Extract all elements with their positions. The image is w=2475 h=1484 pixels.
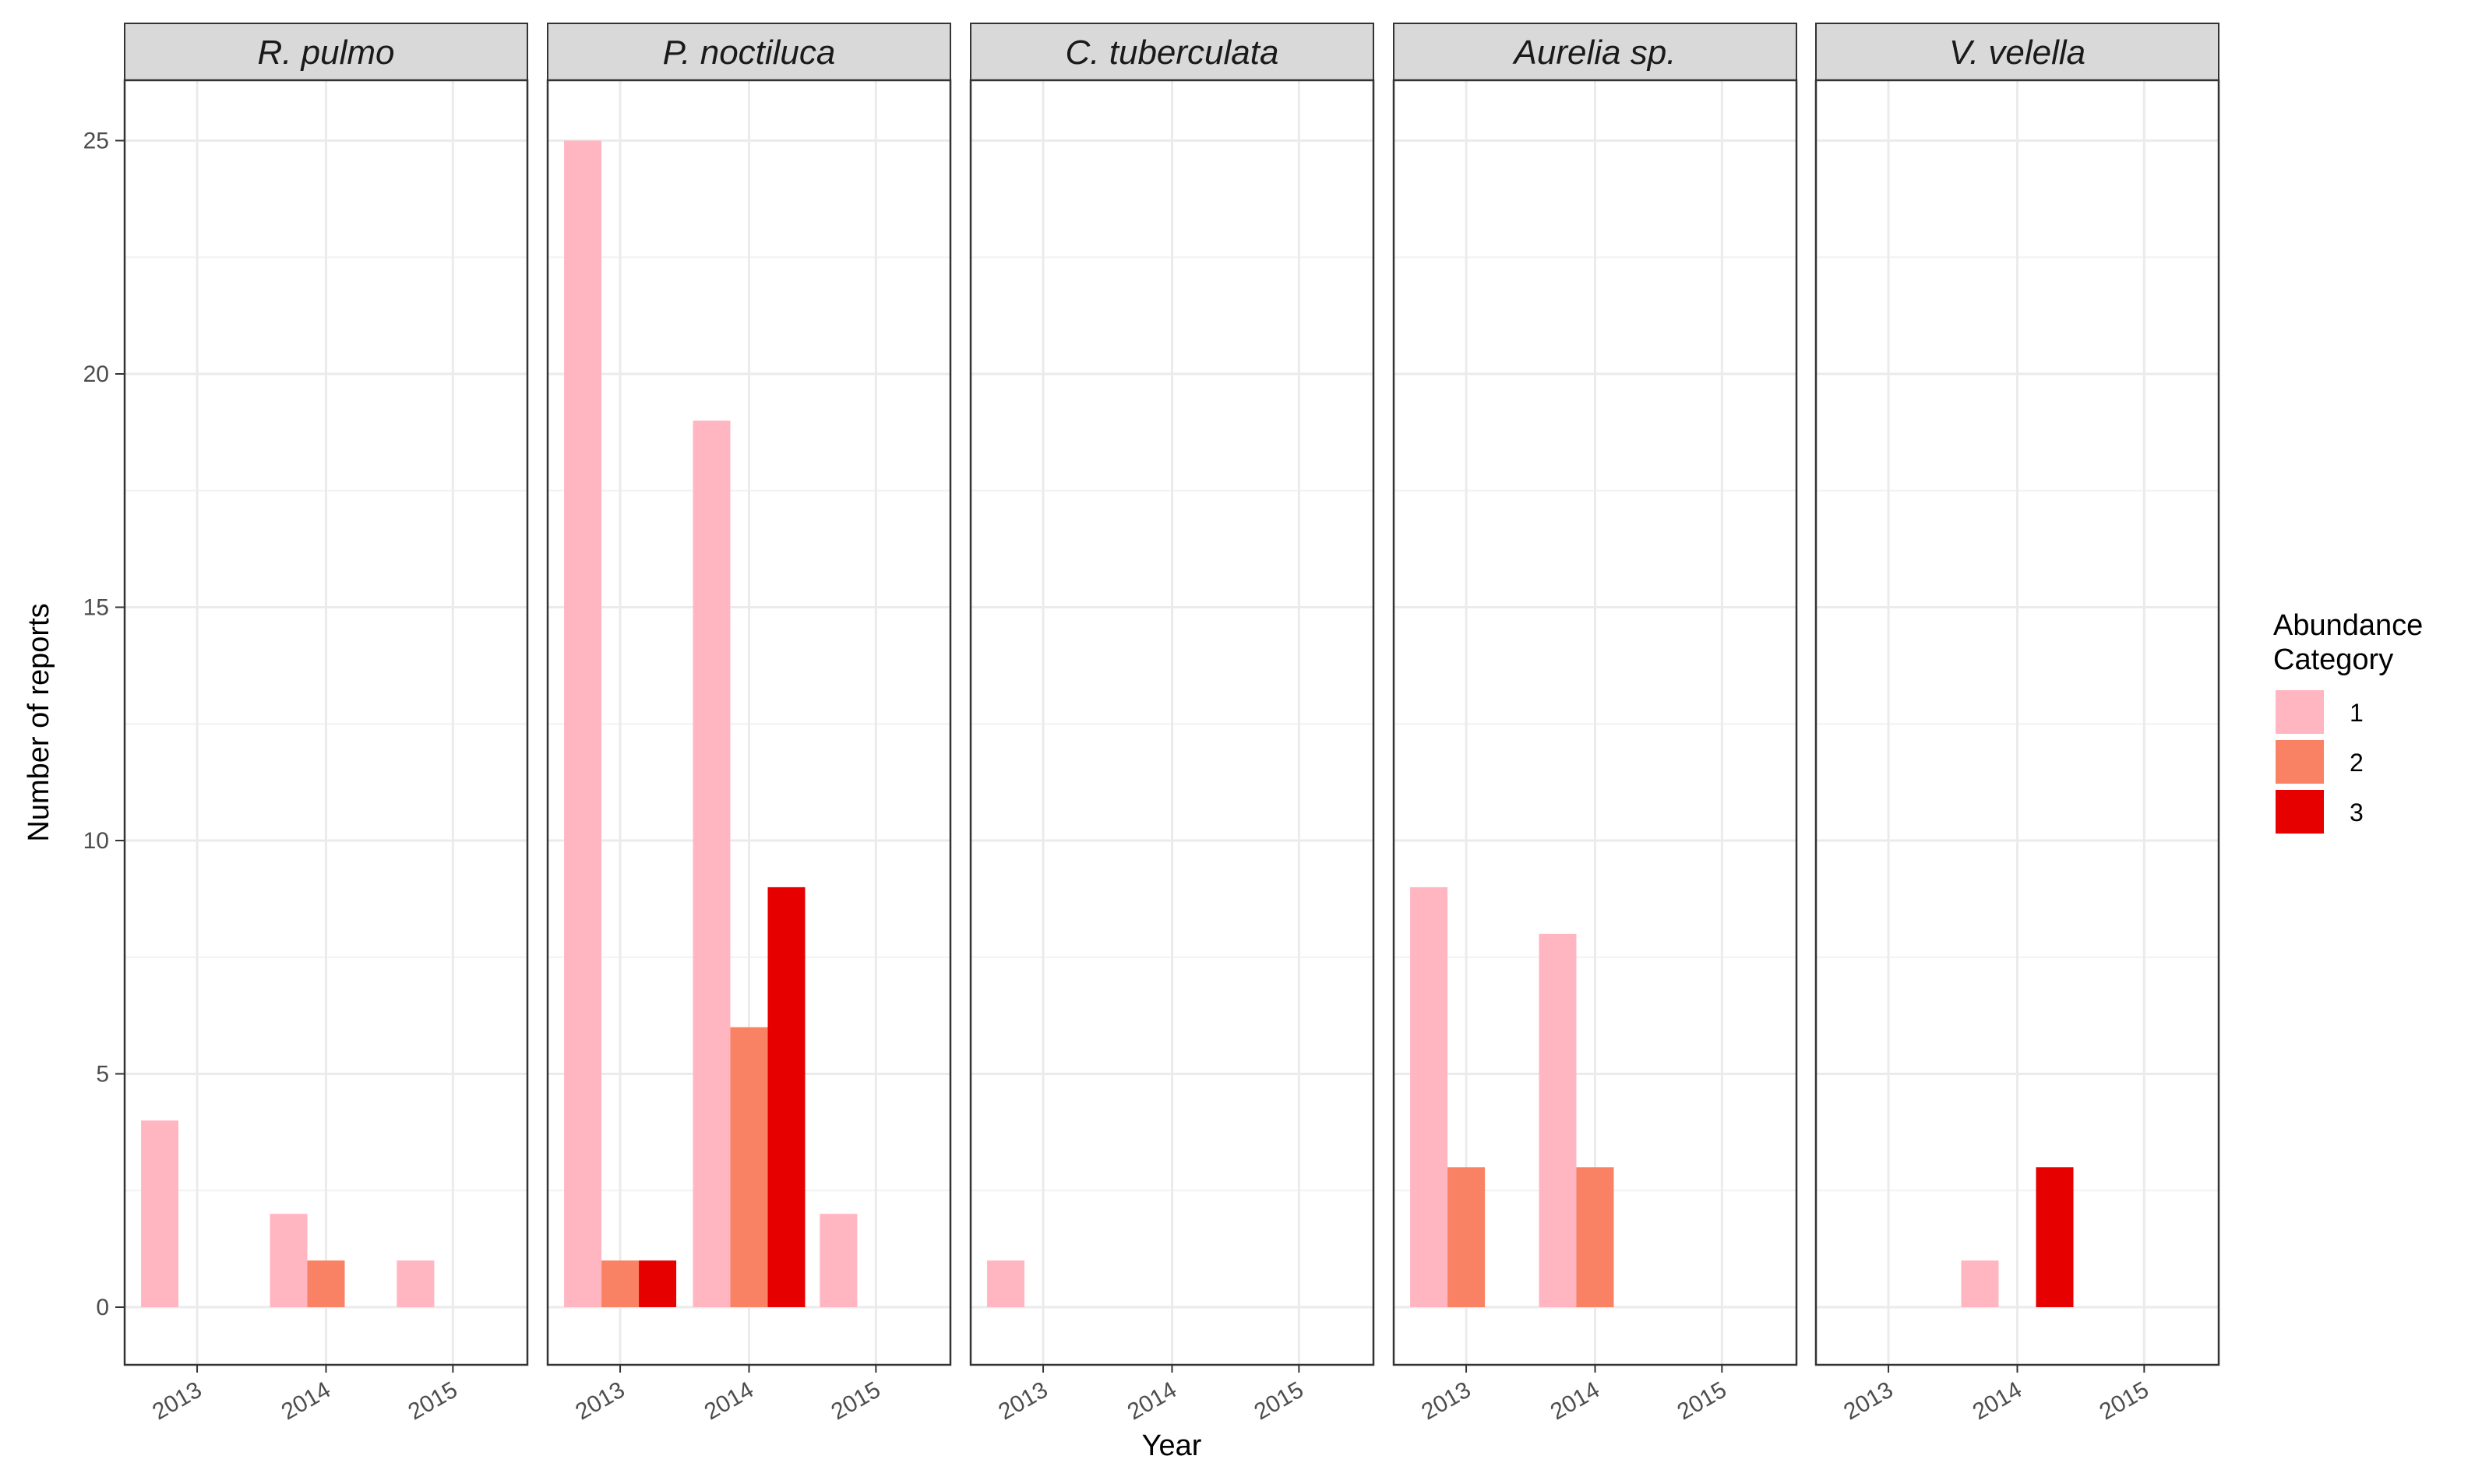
facet-panel: V. velella 2013 2014 2015 bbox=[1814, 23, 2220, 1425]
x-tick-label: 2015 bbox=[827, 1376, 885, 1425]
bar bbox=[1576, 1167, 1614, 1307]
bar bbox=[730, 1027, 768, 1307]
x-tick-label: 2015 bbox=[1250, 1376, 1308, 1425]
facet-panels: R. pulmo 2013 2014 2015 P. noctiluca 2013 2014… bbox=[123, 23, 2220, 1425]
facet-strip-label: Aurelia sp. bbox=[1512, 33, 1676, 72]
bar bbox=[1410, 887, 1448, 1307]
facet-strip-label: C. tuberculata bbox=[1066, 33, 1279, 72]
x-tick-label: 2014 bbox=[1969, 1376, 2026, 1425]
x-tick-label: 2013 bbox=[571, 1376, 629, 1425]
y-axis: 0 5 10 15 20 25 bbox=[83, 129, 125, 1320]
x-tick-label: 2015 bbox=[1673, 1376, 1731, 1425]
bar bbox=[693, 420, 731, 1307]
bar bbox=[307, 1260, 345, 1307]
x-tick-label: 2014 bbox=[1123, 1376, 1181, 1425]
facet-strip-label: R. pulmo bbox=[257, 33, 394, 72]
bar bbox=[141, 1120, 179, 1307]
facet-panel: P. noctiluca 2013 2014 2015 bbox=[546, 23, 952, 1425]
bar bbox=[1539, 933, 1577, 1307]
facet-panel: C. tuberculata 2013 2014 2015 bbox=[969, 23, 1375, 1425]
bar bbox=[2036, 1167, 2074, 1307]
x-tick-label: 2015 bbox=[2096, 1376, 2153, 1425]
bar bbox=[564, 140, 602, 1307]
bar bbox=[767, 887, 806, 1307]
x-axis-title: Year bbox=[1142, 1429, 1202, 1462]
facet-strip bbox=[1393, 23, 1797, 81]
facet-panel: Aurelia sp. 2013 2014 2015 bbox=[1392, 23, 1798, 1425]
bar bbox=[1447, 1167, 1486, 1307]
x-tick-label: 2013 bbox=[994, 1376, 1052, 1425]
legend-label: 3 bbox=[2350, 798, 2364, 827]
x-tick-label: 2014 bbox=[277, 1376, 335, 1425]
x-tick-label: 2013 bbox=[1417, 1376, 1475, 1425]
bar bbox=[270, 1214, 308, 1307]
x-tick-label: 2013 bbox=[148, 1376, 206, 1425]
y-tick-label: 15 bbox=[83, 595, 109, 621]
facet-strip bbox=[1815, 23, 2219, 81]
x-tick-label: 2015 bbox=[404, 1376, 462, 1425]
y-tick-label: 25 bbox=[83, 129, 109, 154]
x-tick-label: 2014 bbox=[700, 1376, 758, 1425]
facet-strip bbox=[547, 23, 951, 81]
facet-strip-label: P. noctiluca bbox=[663, 33, 836, 72]
y-axis-title: Number of reports bbox=[23, 603, 55, 841]
bar bbox=[987, 1260, 1025, 1307]
facet-strip-label: V. velella bbox=[1949, 33, 2085, 72]
bar bbox=[1961, 1260, 1999, 1307]
x-tick-label: 2013 bbox=[1839, 1376, 1897, 1425]
bar bbox=[601, 1260, 640, 1307]
x-tick-label: 2014 bbox=[1546, 1376, 1604, 1425]
y-tick-label: 5 bbox=[96, 1062, 109, 1087]
y-tick-label: 10 bbox=[83, 828, 109, 854]
facet-panel: R. pulmo 2013 2014 2015 bbox=[123, 23, 529, 1425]
legend-key bbox=[2274, 738, 2325, 785]
bar bbox=[639, 1260, 677, 1307]
legend-label: 2 bbox=[2350, 749, 2364, 777]
legend-title: Abundance bbox=[2273, 609, 2423, 642]
facet-strip bbox=[970, 23, 1374, 81]
legend-title: Category bbox=[2273, 643, 2393, 676]
legend-key bbox=[2274, 788, 2325, 835]
y-tick-label: 20 bbox=[83, 361, 109, 387]
legend-label: 1 bbox=[2350, 699, 2364, 727]
bar bbox=[820, 1214, 858, 1307]
y-tick-label: 0 bbox=[96, 1295, 109, 1320]
legend-key bbox=[2274, 689, 2325, 735]
bar bbox=[397, 1260, 435, 1307]
